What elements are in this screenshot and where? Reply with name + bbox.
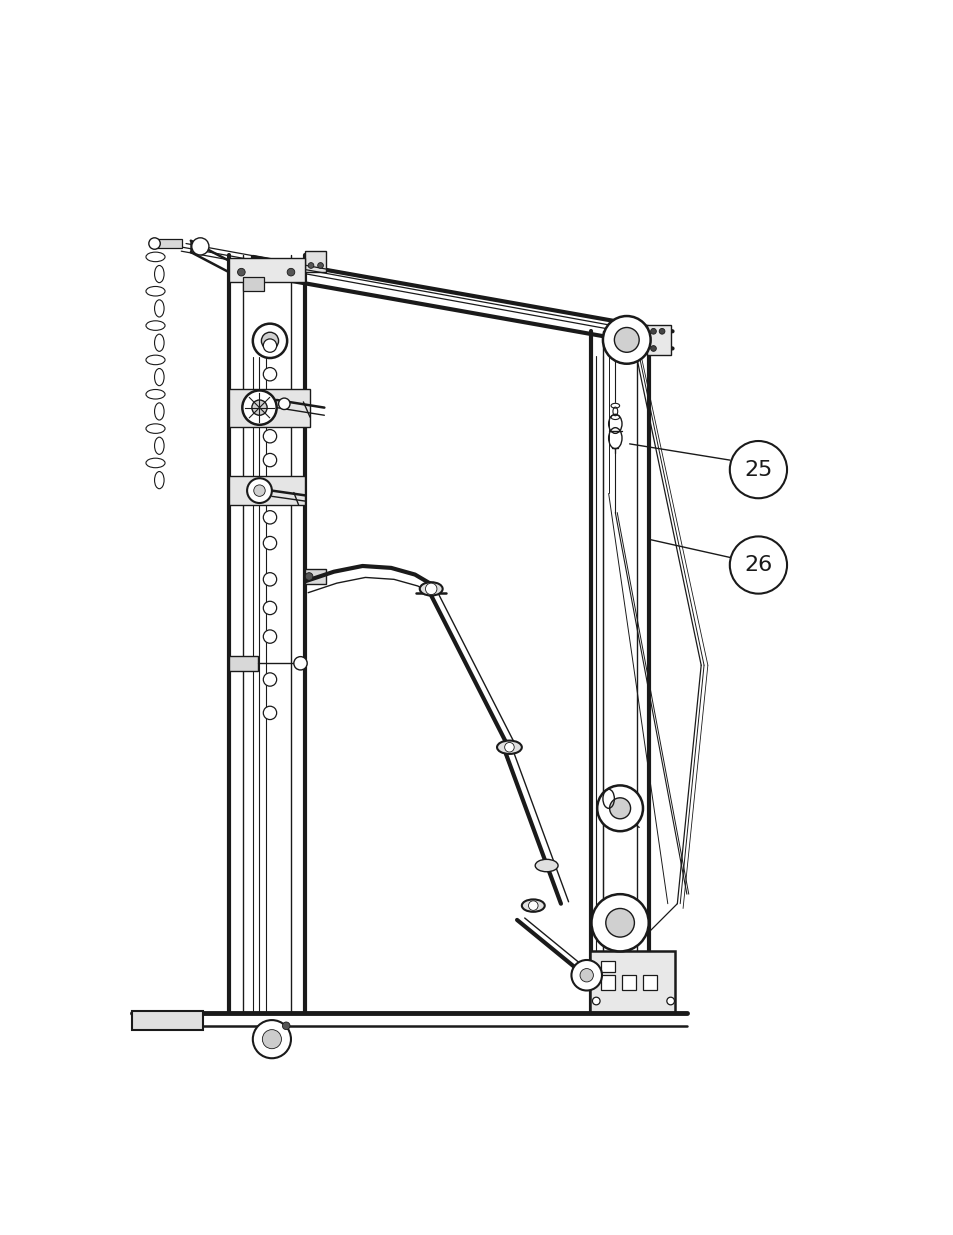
Circle shape	[237, 268, 245, 275]
Text: 25: 25	[743, 459, 772, 479]
Bar	[243, 277, 264, 291]
Circle shape	[666, 997, 674, 1005]
Circle shape	[659, 329, 664, 335]
Bar	[229, 258, 305, 282]
Circle shape	[592, 997, 599, 1005]
Circle shape	[317, 263, 323, 268]
Bar	[132, 1010, 203, 1030]
Bar	[646, 325, 670, 356]
Bar	[229, 656, 257, 671]
Circle shape	[263, 368, 276, 380]
Circle shape	[192, 238, 209, 254]
Circle shape	[278, 398, 290, 410]
Bar	[621, 976, 636, 989]
Circle shape	[262, 1030, 281, 1049]
Bar	[229, 389, 310, 427]
Bar	[642, 976, 657, 989]
Circle shape	[253, 485, 265, 496]
Circle shape	[571, 960, 601, 990]
Circle shape	[263, 338, 276, 352]
Bar	[600, 961, 615, 972]
Bar	[229, 477, 305, 505]
Circle shape	[261, 332, 278, 350]
Circle shape	[282, 1023, 290, 1030]
Circle shape	[614, 327, 639, 352]
Circle shape	[579, 968, 593, 982]
Ellipse shape	[497, 741, 521, 753]
Bar	[600, 976, 615, 989]
Circle shape	[242, 390, 276, 425]
Circle shape	[305, 573, 313, 580]
Circle shape	[504, 742, 514, 752]
Circle shape	[597, 785, 642, 831]
Circle shape	[425, 583, 436, 594]
Circle shape	[253, 1020, 291, 1058]
Bar	[305, 251, 326, 272]
Circle shape	[609, 798, 630, 819]
Circle shape	[729, 536, 786, 594]
Circle shape	[605, 909, 634, 937]
Circle shape	[287, 268, 294, 275]
Circle shape	[263, 673, 276, 687]
Circle shape	[591, 894, 648, 951]
Circle shape	[263, 453, 276, 467]
Circle shape	[729, 441, 786, 498]
Circle shape	[263, 573, 276, 587]
Circle shape	[253, 324, 287, 358]
Text: 26: 26	[743, 555, 772, 576]
Bar	[305, 569, 326, 584]
Ellipse shape	[521, 899, 544, 911]
Circle shape	[294, 657, 307, 669]
Circle shape	[263, 430, 276, 443]
Circle shape	[263, 510, 276, 524]
Circle shape	[252, 400, 267, 415]
Circle shape	[602, 316, 650, 364]
Ellipse shape	[419, 582, 442, 595]
Circle shape	[528, 900, 537, 910]
Circle shape	[650, 329, 656, 335]
Circle shape	[308, 263, 314, 268]
Circle shape	[149, 238, 160, 249]
Bar	[155, 238, 182, 248]
Circle shape	[650, 346, 656, 351]
Ellipse shape	[535, 860, 558, 872]
Circle shape	[263, 706, 276, 720]
Circle shape	[263, 630, 276, 643]
Circle shape	[263, 601, 276, 615]
Bar	[589, 951, 675, 1014]
Circle shape	[247, 478, 272, 503]
Circle shape	[263, 536, 276, 550]
